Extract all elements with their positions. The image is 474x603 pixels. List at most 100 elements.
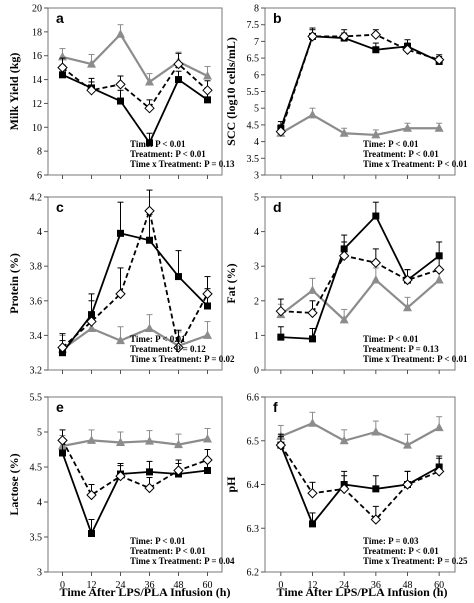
point-diamond [338,250,350,262]
y-tick-label: 6.2 [247,568,260,579]
series-line [280,422,440,447]
point-square [146,139,153,147]
point-triangle [403,440,412,449]
plot-frame [47,196,223,371]
y-tick-label: 3.5 [30,533,43,544]
point-square [204,467,211,474]
y-tick-label: 5 [254,193,259,204]
stat-line: Treatment: P < 0.01 [130,546,206,556]
point-diamond [275,305,287,317]
point-triangle [339,128,349,137]
y-tick-label: 20 [32,4,42,15]
point-diamond [115,79,126,90]
stat-line: Time x Treatment: P = 0.02 [130,354,235,364]
point-triangle [339,314,349,324]
y-tick-label: 3 [37,568,42,579]
y-tick-label: 6.6 [247,393,260,404]
series-line [280,278,440,322]
series-dashed-diamond [275,433,445,525]
point-diamond [202,288,213,300]
stat-line: Treatment: P = 0.13 [363,344,439,354]
series-line [280,214,440,340]
y-tick-label: 3 [254,171,259,182]
y-tick-label: 1 [254,331,259,342]
x-tick-label: 48 [403,580,413,591]
y-tick-label: 4.2 [30,193,43,204]
x-tick-label: 48 [174,580,184,591]
y-tick-label: 6.3 [247,524,260,535]
plot-frame [264,196,456,371]
series-line [62,73,209,145]
series-gray-triangle [276,411,444,449]
point-diamond [402,44,413,55]
point-diamond [338,31,350,42]
y-tick-label: 4 [254,227,259,238]
point-square [146,468,153,476]
y-tick-label: 6.4 [247,480,260,491]
y-tick-label: 4.5 [30,463,43,474]
y-tick-label: 5.5 [30,393,43,404]
stat-line: Time x Treatment: P < 0.01 [363,354,468,364]
point-diamond [144,205,155,217]
point-triangle [308,109,317,119]
point-triangle [403,123,412,132]
series-dashed-diamond [275,27,445,137]
y-tick-label: 5 [254,104,259,115]
point-square [204,302,211,310]
point-triangle [339,435,349,445]
y-tick-label: 6.5 [247,54,260,65]
point-diamond [115,470,126,482]
point-diamond [370,257,382,268]
series-dashed-diamond [57,429,213,501]
point-triangle [145,436,154,445]
x-tick-label: 36 [371,580,381,591]
series-black-square [277,201,443,343]
point-square [372,212,380,220]
y-tick-label: 7.5 [247,20,260,31]
panel-a: 6 8 10 12 14 16 18 20 Milk Yield (kg) a Time: P < … [7,4,235,182]
point-diamond [86,85,97,96]
x-tick-label: 60 [203,580,213,591]
point-triangle [203,330,212,339]
x-tick-label: 12 [308,580,318,591]
y-tick-label: 3 [254,262,259,273]
y-tick-label: 10 [32,123,42,134]
point-diamond [57,435,68,446]
x-tick-label: 24 [339,580,349,591]
y-tick-label: 4 [37,227,42,238]
y-tick-label: 16 [32,51,42,62]
point-square [372,485,380,493]
point-square [175,273,182,281]
series-line [61,62,209,110]
y-tick-label: 3.2 [30,366,43,377]
point-square [59,449,66,457]
point-diamond [307,31,318,42]
point-triangle [87,435,96,444]
point-triangle [87,323,96,332]
series-gray-triangle [276,107,444,139]
series-line [61,207,209,351]
series-dashed-diamond [275,241,445,319]
point-diamond [433,466,445,477]
series-gray-triangle [58,24,212,86]
series-line [62,437,208,448]
point-diamond [57,62,68,73]
point-diamond [370,514,382,525]
point-diamond [275,126,287,137]
series-line [280,254,440,314]
point-diamond [57,342,68,353]
point-triangle [308,418,317,427]
point-square [88,530,95,537]
y-tick-label: 2 [254,296,259,307]
y-tick-label: 4 [254,137,259,148]
x-axis-label-right: Time After LPS/PLA Infusion (h) [277,585,448,599]
point-diamond [173,342,184,353]
stat-line: Treatment: P < 0.01 [363,149,439,159]
panel-e: 3 3.5 4 4.5 5 5.5 0 12 24 36 48 60 Lactose (%) e Time:… [7,393,235,592]
point-triangle [371,427,381,436]
y-tick-label: 4.5 [247,120,260,131]
series-line [280,113,440,137]
y-axis-label: Protein (%) [7,253,21,314]
point-diamond [307,488,318,499]
